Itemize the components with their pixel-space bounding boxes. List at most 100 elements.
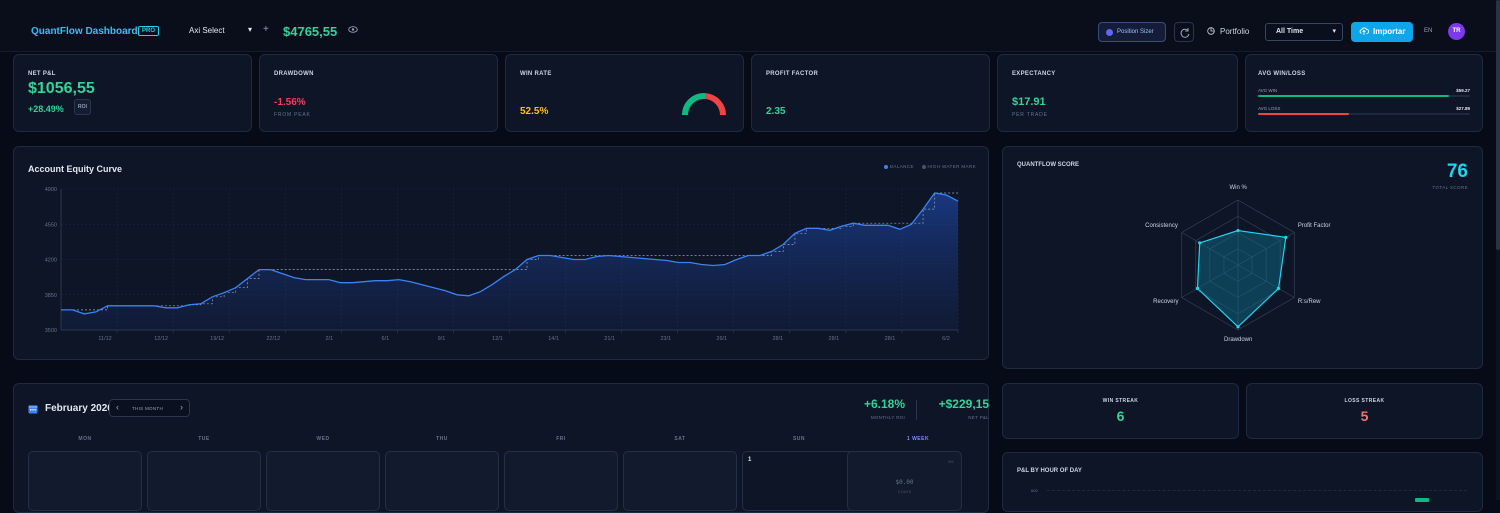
x-tick-label: 26/1	[716, 336, 727, 342]
import-button[interactable]: Importar	[1351, 22, 1413, 42]
chevron-down-icon[interactable]: ▾	[248, 25, 253, 34]
weekday-header: FRI	[556, 436, 566, 442]
calendar-day-cell[interactable]: 1	[742, 451, 856, 511]
calendar-empty-cell	[28, 451, 142, 511]
avg-win-track	[1258, 95, 1470, 97]
avg-loss-label: AVG LOSS	[1258, 106, 1281, 111]
win-rate-value: 52.5%	[520, 106, 549, 117]
portfolio-link[interactable]: Portfolio	[1220, 27, 1250, 36]
monthly-roi-label: MONTHLY ROI	[870, 415, 905, 420]
position-sizer-button[interactable]: Position Sizer	[1098, 22, 1166, 42]
calendar-empty-cell	[147, 451, 261, 511]
x-tick-label: 21/1	[604, 336, 615, 342]
import-label: Importar	[1373, 27, 1406, 36]
calendar-card: February 2026 ‹ THIS MONTH › +6.18% MONT…	[13, 383, 989, 513]
radar-spoke	[1181, 232, 1239, 266]
weekday-header: THU	[436, 436, 448, 442]
account-balance: $4765,55	[283, 24, 338, 39]
refresh-icon	[1180, 28, 1190, 38]
brand-title[interactable]: QuantFlow Dashboard	[31, 26, 138, 37]
y-tick-label: 3500	[45, 328, 57, 334]
week-amount: $0.00	[895, 479, 914, 486]
score-radar-chart	[1181, 199, 1295, 331]
quantflow-score-card: QUANTFLOW SCORE 76 TOTAL SCORE Win % Prof…	[1002, 146, 1483, 369]
y-tick-label: 4200	[45, 258, 57, 264]
add-account-button[interactable]: +	[263, 24, 269, 35]
y-tick-label: 3850	[45, 293, 57, 299]
next-month-button[interactable]: ›	[180, 402, 183, 412]
score-value: 76	[1446, 161, 1468, 182]
refresh-button[interactable]	[1174, 22, 1194, 42]
radar-point	[1195, 286, 1200, 290]
profit-factor-card: PROFIT FACTOR 2.35	[751, 54, 990, 132]
expectancy-sub: PER TRADE	[1012, 112, 1048, 118]
week-label: W1	[948, 459, 954, 464]
win-streak-label: WIN STREAK	[1102, 398, 1139, 404]
loss-streak-value: 5	[1360, 408, 1369, 424]
monthly-pnl-label: NET P&L	[968, 415, 989, 420]
x-tick-label: 28/1	[829, 336, 840, 342]
radar-point	[1276, 286, 1281, 290]
calendar-empty-cell	[385, 451, 499, 511]
position-sizer-label: Position Sizer	[1117, 29, 1154, 35]
chart-legend: BALANCE HIGH WATER MARK	[878, 164, 976, 169]
equity-curve-card: Account Equity Curve BALANCE HIGH WATER …	[13, 146, 989, 360]
week-header: 1 WEEK	[906, 436, 930, 442]
avg-loss-track	[1258, 113, 1470, 115]
account-select[interactable]: Axi Select	[189, 26, 225, 35]
x-tick-label: 12/1	[492, 336, 503, 342]
gauge-win-arc	[682, 93, 706, 116]
x-tick-label: 23/1	[660, 336, 671, 342]
net-pnl-label: NET P&L	[28, 71, 56, 77]
weekday-header: SAT	[674, 436, 686, 442]
balance-line	[61, 192, 959, 315]
avg-win-loss-label: AVG WIN/LOSS	[1258, 71, 1306, 77]
monthly-pnl-value: +$229,15	[938, 397, 989, 411]
eye-icon[interactable]	[348, 26, 358, 33]
hour-gridline	[1047, 490, 1467, 491]
avg-loss-value: $27.89	[1456, 106, 1470, 111]
avatar[interactable]: TR	[1448, 23, 1465, 40]
expectancy-label: EXPECTANCY	[1012, 71, 1056, 77]
radar-axis-label: Drawdown	[1224, 337, 1253, 343]
avg-win-loss-card: AVG WIN/LOSS AVG WIN $59.27 AVG LOSS $27…	[1245, 54, 1483, 132]
drawdown-sub: FROM PEAK	[274, 112, 311, 118]
equity-chart-title: Account Equity Curve	[28, 164, 123, 174]
pie-icon	[1207, 27, 1215, 35]
x-tick-label: 9/1	[438, 336, 446, 342]
radar-axis-label: Consistency	[1145, 223, 1178, 229]
drawdown-card: DRAWDOWN -1.56% FROM PEAK	[259, 54, 498, 132]
balance-area	[61, 193, 958, 330]
avg-loss-bar	[1258, 113, 1350, 115]
legend-balance[interactable]: BALANCE	[884, 164, 914, 169]
radar-point	[1236, 325, 1240, 329]
avg-win-bar	[1258, 95, 1449, 97]
time-range-select[interactable]: All Time ▾	[1265, 23, 1343, 41]
win-streak-value: 6	[1116, 408, 1125, 424]
top-bar: QuantFlow Dashboard PRO Axi Select ▾ + $…	[0, 0, 1500, 52]
x-tick-label: 22/12	[266, 336, 280, 342]
scrollbar-thumb[interactable]	[1496, 0, 1500, 250]
week-days: 0 DAYS	[897, 490, 912, 494]
win-rate-card: WIN RATE 52.5%	[505, 54, 744, 132]
language-toggle[interactable]: EN	[1424, 28, 1433, 34]
hour-y-tick: 600	[1031, 488, 1038, 493]
this-month-button[interactable]: THIS MONTH	[132, 406, 163, 411]
radar-axis-label: Recovery	[1153, 299, 1179, 305]
pnl-by-hour-card: P&L BY HOUR OF DAY 600	[1002, 452, 1483, 512]
weekday-header: TUE	[198, 436, 210, 442]
summary-divider	[916, 400, 917, 420]
prev-month-button[interactable]: ‹	[116, 402, 119, 412]
score-radar-area	[1196, 229, 1287, 328]
legend-hwm[interactable]: HIGH WATER MARK	[921, 164, 977, 169]
time-range-value: All Time	[1276, 28, 1304, 35]
calendar-empty-cell	[266, 451, 380, 511]
equity-chart[interactable]: 4900 4550 4200 3850 3500 11/12 12/12 19/12 22/1…	[14, 147, 990, 361]
weekday-header: MON	[78, 436, 92, 442]
expectancy-value: $17.91	[1012, 96, 1046, 108]
hour-bar[interactable]	[1415, 498, 1429, 502]
score-title: QUANTFLOW SCORE	[1017, 162, 1079, 168]
page-scrollbar[interactable]	[1496, 0, 1500, 500]
radar-spoke	[1237, 264, 1295, 298]
roi-badge: ROI	[74, 99, 91, 115]
